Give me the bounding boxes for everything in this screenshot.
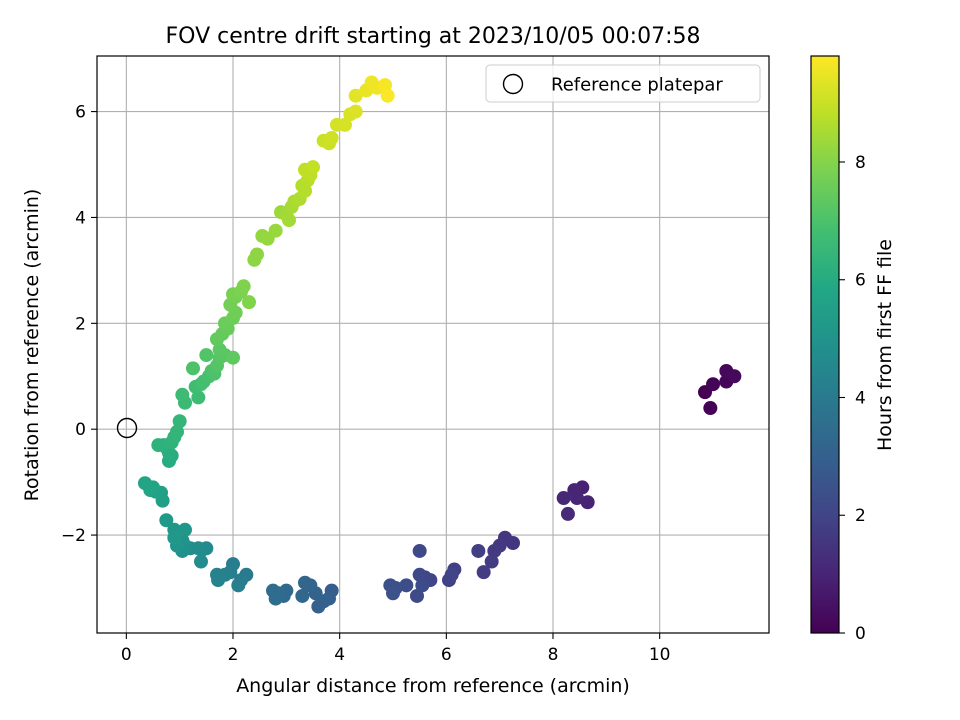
data-point — [298, 575, 312, 590]
data-point — [199, 348, 214, 363]
x-axis-ticks: 0 2 4 6 8 10 — [121, 633, 671, 665]
data-point — [338, 117, 352, 132]
colorbar-label: Hours from first FF file — [874, 239, 896, 451]
data-point — [399, 578, 414, 593]
data-point — [191, 390, 206, 405]
reference-platepar-marker — [116, 417, 138, 439]
data-point — [484, 554, 499, 569]
data-point — [476, 565, 491, 580]
data-point — [194, 554, 208, 569]
data-point — [471, 543, 486, 558]
grid-lines — [97, 56, 769, 633]
colorbar-tick-label: 0 — [855, 624, 866, 644]
data-point — [306, 160, 320, 175]
data-point — [380, 88, 395, 103]
data-point — [311, 599, 326, 614]
data-point — [236, 279, 251, 294]
legend: Reference platepar — [485, 64, 761, 103]
data-point — [298, 183, 312, 198]
plot-frame — [96, 55, 770, 634]
data-point — [268, 223, 283, 238]
data-point — [415, 578, 430, 593]
data-point — [143, 483, 158, 498]
y-tick-label: 6 — [75, 103, 86, 123]
x-tick-label: 0 — [121, 645, 132, 665]
data-point — [282, 213, 296, 228]
x-tick-label: 6 — [441, 645, 452, 665]
data-point — [410, 588, 424, 603]
legend-box — [485, 64, 761, 103]
data-point — [706, 377, 720, 392]
colorbar: 0 2 4 6 8 Hours from first FF file — [810, 55, 896, 644]
data-points — [138, 75, 742, 614]
colorbar-tick-label: 8 — [855, 153, 866, 173]
x-tick-label: 8 — [548, 645, 559, 665]
colorbar-tick-label: 6 — [855, 271, 866, 291]
data-point — [348, 104, 363, 119]
data-point — [175, 387, 190, 402]
data-point — [242, 295, 256, 310]
data-point — [412, 543, 427, 558]
y-tick-label: 0 — [75, 420, 86, 440]
data-point — [178, 522, 192, 537]
data-point — [159, 513, 174, 528]
data-point — [727, 369, 742, 384]
data-point — [570, 491, 584, 506]
legend-marker — [502, 73, 524, 95]
data-point — [487, 543, 502, 558]
y-tick-label: 2 — [75, 314, 86, 334]
data-point — [170, 424, 184, 439]
colorbar-ticks: 0 2 4 6 8 — [839, 153, 866, 644]
y-tick-label: 4 — [75, 208, 86, 228]
data-point — [250, 247, 264, 262]
x-tick-label: 10 — [649, 645, 671, 665]
data-point — [378, 78, 392, 93]
data-point — [167, 530, 182, 545]
data-point — [703, 401, 718, 416]
data-point — [186, 361, 200, 376]
data-point — [412, 567, 427, 582]
data-point — [556, 491, 571, 506]
colorbar-tick-label: 2 — [855, 506, 866, 526]
data-point — [560, 506, 575, 521]
data-point — [172, 414, 187, 429]
x-axis-label: Angular distance from reference (arcmin) — [236, 675, 630, 697]
legend-label: Reference platepar — [551, 75, 723, 96]
colorbar-tick-label: 4 — [855, 388, 866, 408]
y-axis-label: Rotation from reference (arcmin) — [21, 189, 43, 502]
data-point — [386, 586, 400, 601]
data-point — [231, 578, 246, 593]
y-axis-ticks: −2 0 2 4 6 — [61, 103, 97, 546]
data-point — [295, 588, 310, 603]
data-point — [151, 438, 166, 453]
colorbar-gradient — [810, 55, 840, 634]
chart-title: FOV centre drift starting at 2023/10/05 … — [166, 24, 701, 49]
x-tick-label: 2 — [228, 645, 239, 665]
data-point — [348, 88, 363, 103]
data-point — [211, 573, 226, 588]
data-point — [444, 567, 459, 582]
data-point — [226, 350, 240, 365]
y-tick-label: −2 — [61, 526, 86, 546]
data-point — [580, 495, 595, 510]
data-point — [212, 342, 227, 357]
data-point — [268, 591, 283, 606]
data-point — [324, 131, 339, 146]
x-tick-label: 4 — [334, 645, 345, 665]
